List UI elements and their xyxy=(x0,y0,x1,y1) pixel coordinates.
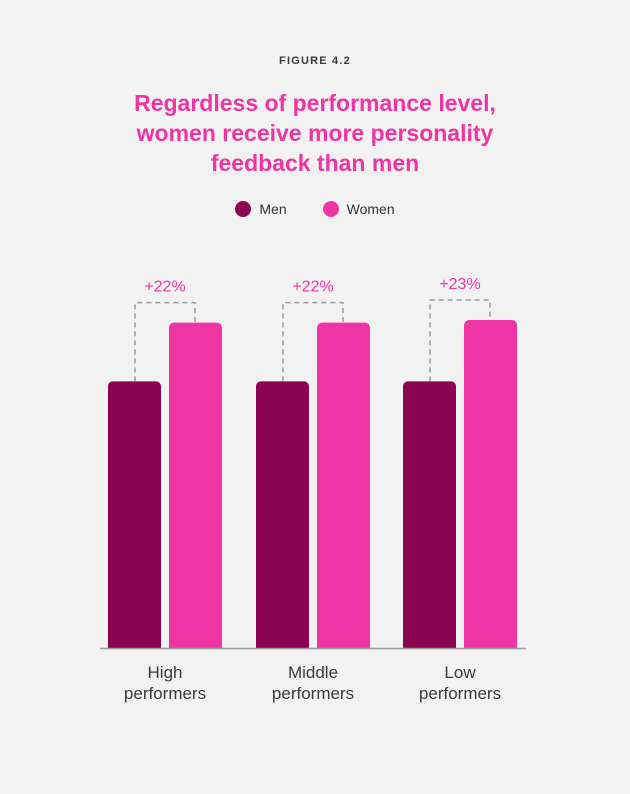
x-tick-label: Low performers xyxy=(395,662,525,704)
bar-men-base xyxy=(108,642,161,648)
difference-bracket xyxy=(282,301,344,382)
chart-title: Regardless of performance level, women r… xyxy=(65,88,565,178)
difference-label: +22% xyxy=(144,279,185,296)
x-tick-label-line: performers xyxy=(123,684,207,703)
figure-label: FIGURE 4.2 xyxy=(279,55,351,67)
difference-bracket xyxy=(429,299,491,382)
legend: Men Women xyxy=(0,201,630,217)
difference-label: +23% xyxy=(439,276,480,293)
x-tick-label-line: High xyxy=(147,663,183,682)
legend-swatch-men xyxy=(235,201,252,217)
title-line: Regardless of performance level, xyxy=(134,90,496,116)
bar-men xyxy=(403,381,456,648)
bar-women xyxy=(317,322,370,648)
title-line: women receive more personality xyxy=(136,120,494,146)
bar-women-base xyxy=(169,642,222,648)
bar-men xyxy=(108,381,161,648)
bar-women xyxy=(464,320,517,648)
legend-item-men: Men xyxy=(235,201,287,217)
x-tick-label-line: performers xyxy=(418,684,502,703)
legend-swatch-women xyxy=(322,201,339,217)
x-tick-label: High performers xyxy=(100,662,230,704)
difference-label: +22% xyxy=(292,279,333,296)
bar-men xyxy=(256,381,309,648)
bar-women-base xyxy=(317,642,370,648)
legend-item-women: Women xyxy=(322,201,395,217)
difference-bracket xyxy=(134,301,196,382)
x-tick-label-line: Low xyxy=(444,663,476,682)
x-tick-label: Middle performers xyxy=(248,662,378,704)
bar-women-base xyxy=(464,642,517,648)
legend-label-women: Women xyxy=(346,201,395,217)
bar-men-base xyxy=(256,642,309,648)
x-tick-label-line: Middle xyxy=(287,663,339,682)
bar-men-base xyxy=(403,642,456,648)
title-line: feedback than men xyxy=(210,150,420,176)
x-tick-label-line: performers xyxy=(271,684,355,703)
bar-women xyxy=(169,322,222,648)
legend-label-men: Men xyxy=(259,201,287,217)
